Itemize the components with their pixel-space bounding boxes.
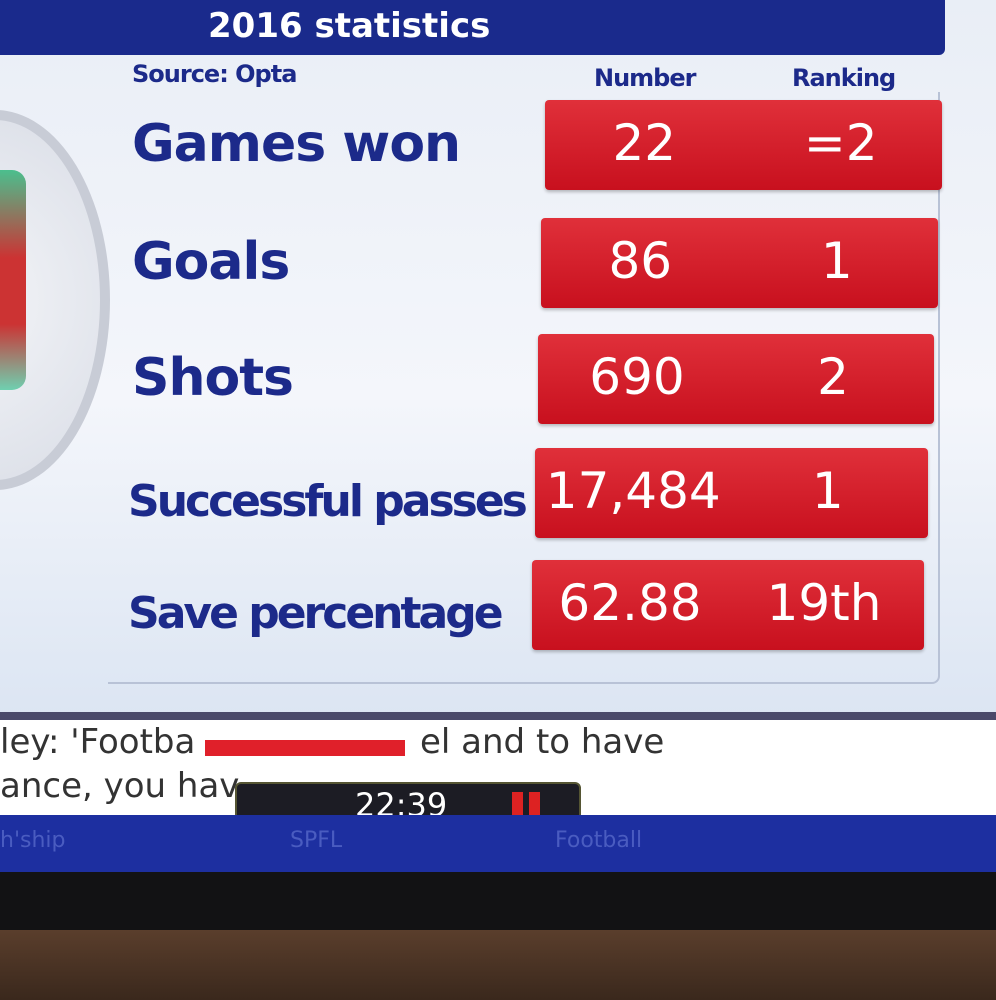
value-box (545, 100, 942, 190)
number-cell: 62.88 (558, 574, 702, 632)
crest-emblem (0, 170, 26, 390)
number-cell: 690 (589, 348, 685, 406)
column-header: Number (594, 64, 696, 92)
ranking-cell: 2 (817, 348, 849, 406)
progress-bar (205, 740, 405, 756)
ticker-text: ley: 'Footba (0, 722, 196, 762)
ranking-cell: 19th (766, 574, 882, 632)
background (0, 930, 996, 1000)
tab: SPFL (290, 828, 343, 853)
row-label: Successful passes (128, 476, 528, 527)
number-cell: 22 (612, 114, 677, 172)
number-cell: 86 (608, 232, 673, 290)
tab: Football (555, 828, 643, 853)
value-box (538, 334, 934, 424)
ranking-cell: 1 (811, 462, 844, 520)
stats-panel (108, 92, 940, 684)
tab: h'ship (0, 828, 66, 853)
value-box (535, 448, 928, 538)
ticker-text: ance, you hav (0, 766, 240, 806)
column-header: Ranking (792, 64, 896, 92)
row-label: Goals (132, 232, 290, 292)
title: 2016 statistics (208, 6, 491, 46)
value-box (541, 218, 938, 308)
number-cell: 17,484 (545, 462, 721, 520)
source: Source: Opta (132, 60, 297, 88)
tab-bar (0, 815, 996, 875)
ranking-cell: 1 (820, 232, 853, 290)
ranking-cell: =2 (803, 114, 878, 172)
value-box (532, 560, 924, 650)
row-label: Shots (132, 348, 294, 408)
ticker-text: el and to have (420, 722, 665, 762)
row-label: Save percentage (128, 588, 504, 639)
row-label: Games won (132, 114, 461, 174)
title-banner (0, 0, 945, 55)
